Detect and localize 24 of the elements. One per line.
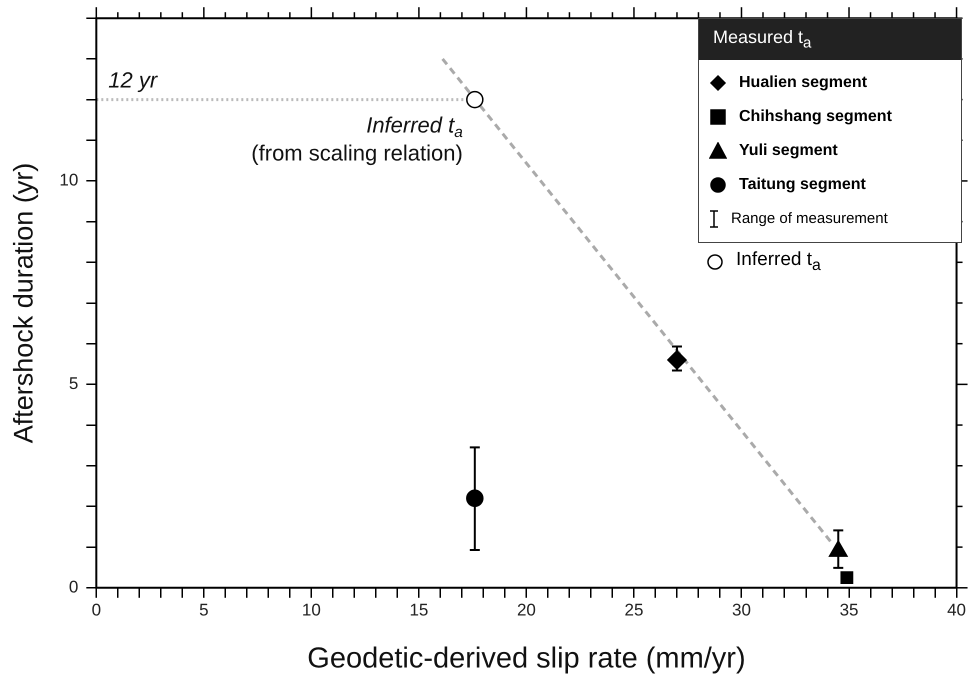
x-tick-label: 5 [199,600,209,620]
x-tick-label: 25 [624,600,644,620]
legend-label: Chihshang segment [739,108,892,126]
point [466,90,484,108]
annotation: Range of measurement [731,210,888,228]
annotation: 12 yr [108,68,159,93]
x-axis-title: Geodetic-derived slip rate (mm/yr) [307,642,746,675]
y-tick-label: 0 [68,577,78,596]
legend-title: Measured t$_{a}$ [699,19,961,60]
point [840,571,854,584]
y-tick-label: 10 [59,170,78,190]
y-tick-label: 5 [68,374,78,394]
x-tick-label: 0 [92,600,102,620]
legend-label: Taitung segment [739,176,866,194]
x-tick-label: 10 [302,600,321,620]
legend-label: Yuli segment [739,142,838,160]
y-axis-title: Aftershock duration (yr) [8,162,39,444]
legend-label: Inferred t$_{a}$ [736,248,821,274]
x-tick-label: 30 [732,600,751,620]
x-tick-label: 40 [947,600,966,620]
x-tick-label: 20 [516,600,536,620]
legend-label: Hualien segment [739,74,868,92]
x-tick-label: 35 [840,600,858,620]
x-tick-label: 15 [409,600,428,620]
